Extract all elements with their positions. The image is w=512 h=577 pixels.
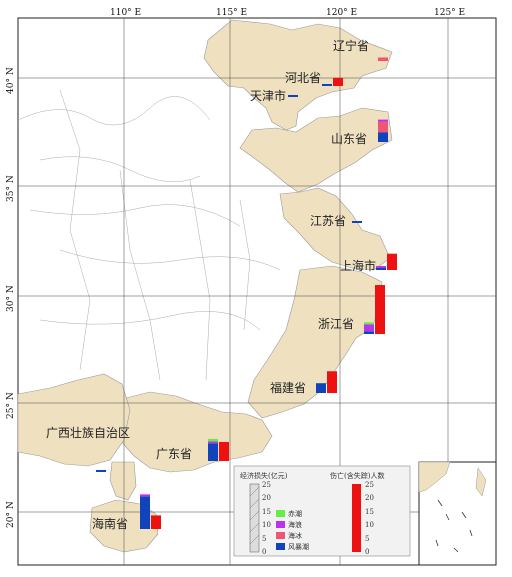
legend-swatch-ice bbox=[276, 532, 285, 539]
disaster-bars bbox=[96, 57, 397, 529]
economic-bar-storm-surge bbox=[96, 470, 106, 472]
legend: 经济损失(亿元) 伤亡(含失踪)人数 25 20 15 10 5 0 赤潮 海浪… bbox=[233, 465, 411, 557]
label-jiangsu: 江苏省 bbox=[310, 214, 346, 228]
casualty-bar bbox=[327, 371, 337, 393]
legend-box bbox=[233, 465, 411, 557]
lat-tick-25: 25° N bbox=[6, 392, 16, 419]
casualty-bar bbox=[219, 441, 229, 461]
lat-tick-30: 30° N bbox=[6, 285, 16, 312]
economic-bar-red-tide bbox=[208, 438, 218, 442]
econ-tick-0: 0 bbox=[262, 548, 266, 556]
economic-bar-wave bbox=[364, 324, 374, 332]
cas-tick-15: 15 bbox=[365, 508, 374, 516]
label-hebei: 河北省 bbox=[285, 71, 321, 85]
label-shandong: 山东省 bbox=[331, 132, 367, 146]
economic-bar-ice bbox=[378, 121, 388, 133]
legend-swatch-red-tide bbox=[276, 510, 285, 517]
legend-swatch-wave bbox=[276, 521, 285, 528]
label-shanghai: 上海市 bbox=[340, 258, 376, 273]
econ-tick-20: 20 bbox=[262, 494, 271, 502]
lon-tick-115: 115° E bbox=[216, 8, 247, 18]
legend-economic-scale bbox=[249, 483, 260, 553]
admin-boundaries bbox=[17, 89, 281, 381]
legend-econ-ticks: 25 20 15 10 5 0 bbox=[262, 481, 271, 556]
legend-casualty-scale bbox=[352, 484, 361, 552]
economic-bar-storm-surge bbox=[322, 84, 332, 86]
cas-tick-0: 0 bbox=[365, 548, 369, 556]
economic-bar-storm-surge bbox=[208, 443, 218, 461]
econ-tick-5: 5 bbox=[262, 535, 266, 543]
south-china-sea-inset bbox=[418, 461, 497, 566]
economic-bar-wave bbox=[208, 441, 218, 444]
econ-tick-25: 25 bbox=[262, 481, 271, 489]
economic-bar-red-tide bbox=[364, 322, 374, 325]
legend-label-storm-surge: 风暴潮 bbox=[288, 542, 309, 551]
lat-tick-20: 20° N bbox=[6, 501, 16, 528]
econ-tick-10: 10 bbox=[262, 521, 271, 529]
coastal-land bbox=[17, 19, 393, 553]
lon-tick-labels: 110° E 115° E 120° E 125° E bbox=[110, 8, 465, 18]
econ-tick-15: 15 bbox=[262, 508, 271, 516]
casualty-bar bbox=[151, 515, 161, 529]
label-tianjin: 天津市 bbox=[250, 88, 286, 103]
economic-bar-ice bbox=[378, 57, 388, 61]
cas-tick-10: 10 bbox=[365, 521, 374, 529]
legend-label-ice: 海冰 bbox=[288, 531, 302, 540]
economic-bar-wave bbox=[376, 266, 386, 268]
label-guangdong: 广东省 bbox=[156, 447, 192, 461]
legend-categories: 赤潮 海浪 海冰 风暴潮 bbox=[276, 509, 309, 551]
legend-label-wave: 海浪 bbox=[288, 520, 302, 529]
lon-tick-125: 125° E bbox=[434, 8, 465, 18]
casualty-bar bbox=[375, 285, 385, 334]
legend-cas-ticks: 25 20 15 10 5 0 bbox=[365, 481, 374, 556]
lon-tick-110: 110° E bbox=[110, 8, 141, 18]
label-fujian: 福建省 bbox=[270, 380, 306, 395]
legend-economic-title: 经济损失(亿元) bbox=[240, 471, 288, 480]
economic-bar-storm-surge bbox=[316, 383, 326, 393]
economic-bar-storm-surge bbox=[288, 95, 298, 97]
economic-bar-storm-surge bbox=[140, 496, 150, 529]
lat-tick-35: 35° N bbox=[6, 175, 16, 202]
lon-tick-120: 120° E bbox=[326, 8, 357, 18]
economic-bar-wave bbox=[378, 119, 388, 122]
cas-tick-25: 25 bbox=[365, 481, 374, 489]
cas-tick-5: 5 bbox=[365, 535, 369, 543]
cas-tick-20: 20 bbox=[365, 494, 374, 502]
legend-label-red-tide: 赤潮 bbox=[288, 509, 302, 518]
legend-swatch-storm-surge bbox=[276, 543, 285, 550]
lat-tick-40: 40° N bbox=[6, 67, 16, 94]
label-guangxi: 广西壮族自治区 bbox=[46, 426, 130, 440]
label-liaoning: 辽宁省 bbox=[333, 38, 369, 53]
label-zhejiang: 浙江省 bbox=[318, 317, 354, 331]
economic-bar-wave bbox=[140, 494, 150, 497]
label-hainan: 海南省 bbox=[92, 516, 128, 531]
legend-casualty-title: 伤亡(含失踪)人数 bbox=[330, 471, 384, 480]
economic-bar-storm-surge bbox=[352, 221, 362, 223]
economic-bar-storm-surge bbox=[364, 331, 374, 334]
economic-bar-storm-surge bbox=[376, 268, 386, 270]
casualty-bar bbox=[333, 77, 343, 86]
economic-bar-storm-surge bbox=[378, 132, 388, 142]
casualty-bar bbox=[387, 253, 397, 270]
lat-tick-labels: 40° N 35° N 30° N 25° N 20° N bbox=[6, 67, 16, 528]
province-labels: 辽宁省 河北省 天津市 山东省 江苏省 上海市 浙江省 福建省 广东省 广西壮族… bbox=[46, 38, 376, 531]
